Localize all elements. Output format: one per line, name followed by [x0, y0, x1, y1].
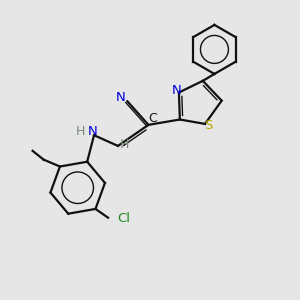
Text: N: N [172, 84, 181, 97]
Text: H: H [120, 138, 130, 151]
Text: H: H [76, 125, 85, 138]
Text: N: N [88, 125, 98, 138]
Text: N: N [116, 91, 125, 104]
Text: C: C [148, 112, 157, 125]
Text: Cl: Cl [117, 212, 130, 226]
Text: S: S [204, 119, 212, 132]
